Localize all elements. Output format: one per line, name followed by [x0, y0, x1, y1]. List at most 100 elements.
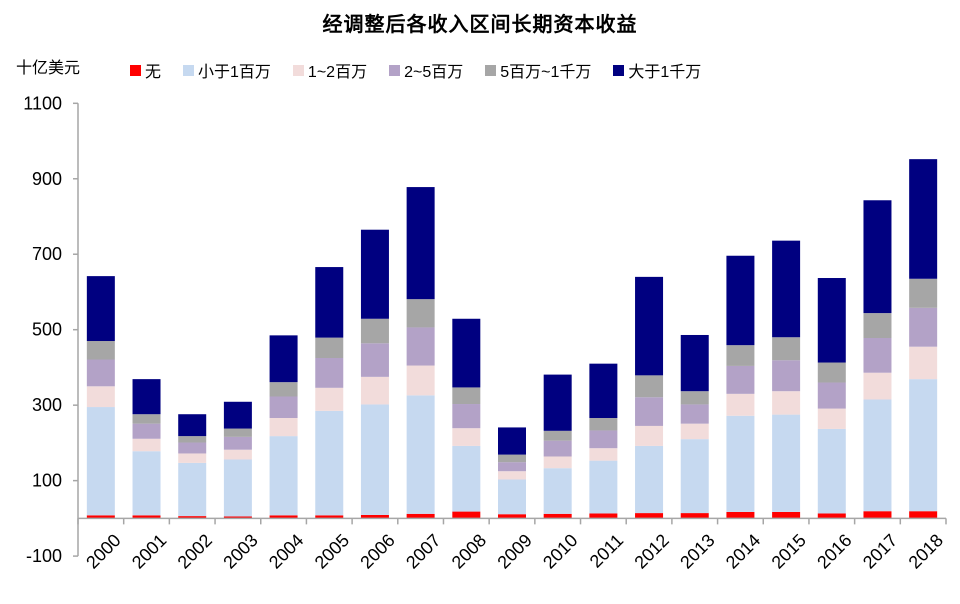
bar-segment	[909, 511, 938, 519]
bar-segment	[360, 229, 389, 319]
x-tick-label: 2016	[813, 530, 855, 572]
bar-segment	[863, 200, 892, 314]
bar-segment	[680, 423, 709, 440]
bar-segment	[360, 343, 389, 377]
legend-swatch	[485, 64, 497, 76]
bar-segment	[680, 439, 709, 514]
bar-segment	[86, 407, 115, 516]
x-tick-label: 2010	[539, 530, 581, 572]
bar-stack-2011	[589, 363, 618, 519]
bar-segment	[635, 276, 664, 376]
y-tick-label: 700	[32, 244, 62, 264]
x-tick-label: 2014	[722, 530, 764, 572]
legend-label: 5百万~1千万	[500, 64, 592, 81]
bar-segment	[909, 346, 938, 380]
legend-label: 1~2百万	[307, 64, 368, 81]
bar-segment	[406, 299, 435, 328]
bar-stack-2010	[543, 374, 572, 519]
bar-segment	[909, 379, 938, 512]
bar-segment	[772, 391, 801, 415]
bar-segment	[909, 278, 938, 308]
bar-segment	[269, 396, 298, 418]
bar-segment	[178, 453, 207, 463]
bar-segment	[132, 414, 161, 424]
bar-segment	[360, 514, 389, 519]
y-tick-label: 1100	[23, 93, 62, 113]
legend: 无 小于1百万 1~2百万 2~5百万 5百万~1千万 大于1千万	[130, 58, 723, 82]
x-tick-label: 2001	[128, 530, 170, 572]
bar-segment	[452, 428, 481, 446]
bar-stack-2017	[863, 200, 892, 519]
legend-item: 小于1百万	[183, 58, 271, 82]
bar-segment	[498, 462, 526, 472]
bar-segment	[772, 511, 801, 519]
bar-segment	[132, 423, 161, 439]
legend-item: 1~2百万	[292, 58, 368, 82]
x-tick-label: 2004	[265, 530, 307, 572]
bar-segment	[178, 414, 207, 437]
bar-segment	[543, 374, 572, 431]
bar-segment	[589, 448, 618, 461]
bar-segment	[178, 462, 207, 517]
legend-label: 小于1百万	[198, 64, 271, 81]
bar-segment	[726, 255, 755, 346]
bar-segment	[909, 159, 938, 279]
bar-stack-2013	[680, 334, 709, 519]
legend-label: 无	[145, 64, 162, 81]
bar-segment	[86, 515, 115, 519]
legend-item: 无	[130, 58, 161, 82]
bar-segment	[223, 401, 252, 429]
bar-segment	[772, 360, 801, 392]
bar-segment	[132, 451, 161, 516]
bar-segment	[132, 438, 161, 452]
bar-segment	[909, 307, 938, 347]
y-tick-label: -100	[26, 546, 62, 566]
x-tick-label: 2006	[356, 530, 398, 572]
bar-segment	[452, 404, 481, 429]
x-tick-label: 2011	[586, 530, 628, 572]
bar-segment	[726, 365, 755, 394]
bar-stack-2018	[909, 159, 938, 519]
bar-segment	[360, 376, 389, 405]
bar-segment	[406, 365, 435, 396]
bar-stack-2009	[498, 427, 526, 519]
bar-segment	[269, 335, 298, 383]
bar-segment	[178, 436, 207, 443]
bar-segment	[132, 515, 161, 519]
bar-segment	[543, 468, 572, 514]
bar-stack-2005	[315, 267, 344, 519]
legend-swatch	[292, 64, 304, 76]
bar-segment	[269, 418, 298, 437]
bar-segment	[223, 428, 252, 437]
chart-title: 经调整后各收入区间长期资本收益	[322, 12, 638, 36]
bar-segment	[178, 442, 207, 454]
bar-segment	[589, 460, 618, 514]
bar-segment	[589, 363, 618, 418]
bar-segment	[680, 391, 709, 405]
bar-stack-2000	[86, 276, 115, 519]
x-tick-label: 2007	[402, 530, 444, 572]
bar-segment	[315, 267, 344, 338]
legend-swatch	[183, 64, 195, 76]
bar-segment	[863, 372, 892, 400]
bar-segment	[452, 445, 481, 512]
legend-swatch	[613, 64, 625, 76]
bar-segment	[86, 276, 115, 342]
bar-segment	[817, 382, 846, 409]
bar-segment	[817, 428, 846, 514]
bar-segment	[589, 430, 618, 449]
bar-segment	[680, 334, 709, 392]
bar-segment	[406, 327, 435, 366]
y-tick-label: 500	[32, 320, 62, 340]
bar-segment	[772, 414, 801, 512]
bar-segment	[772, 337, 801, 361]
x-tick-label: 2000	[82, 530, 124, 572]
y-tick-label: 300	[32, 395, 62, 415]
bar-segment	[635, 445, 664, 514]
bar-stack-2001	[132, 379, 161, 519]
bar-segment	[680, 513, 709, 519]
bar-segment	[589, 418, 618, 431]
legend-swatch	[130, 64, 141, 76]
bar-segment	[543, 430, 572, 441]
legend-item: 5百万~1千万	[485, 58, 591, 82]
